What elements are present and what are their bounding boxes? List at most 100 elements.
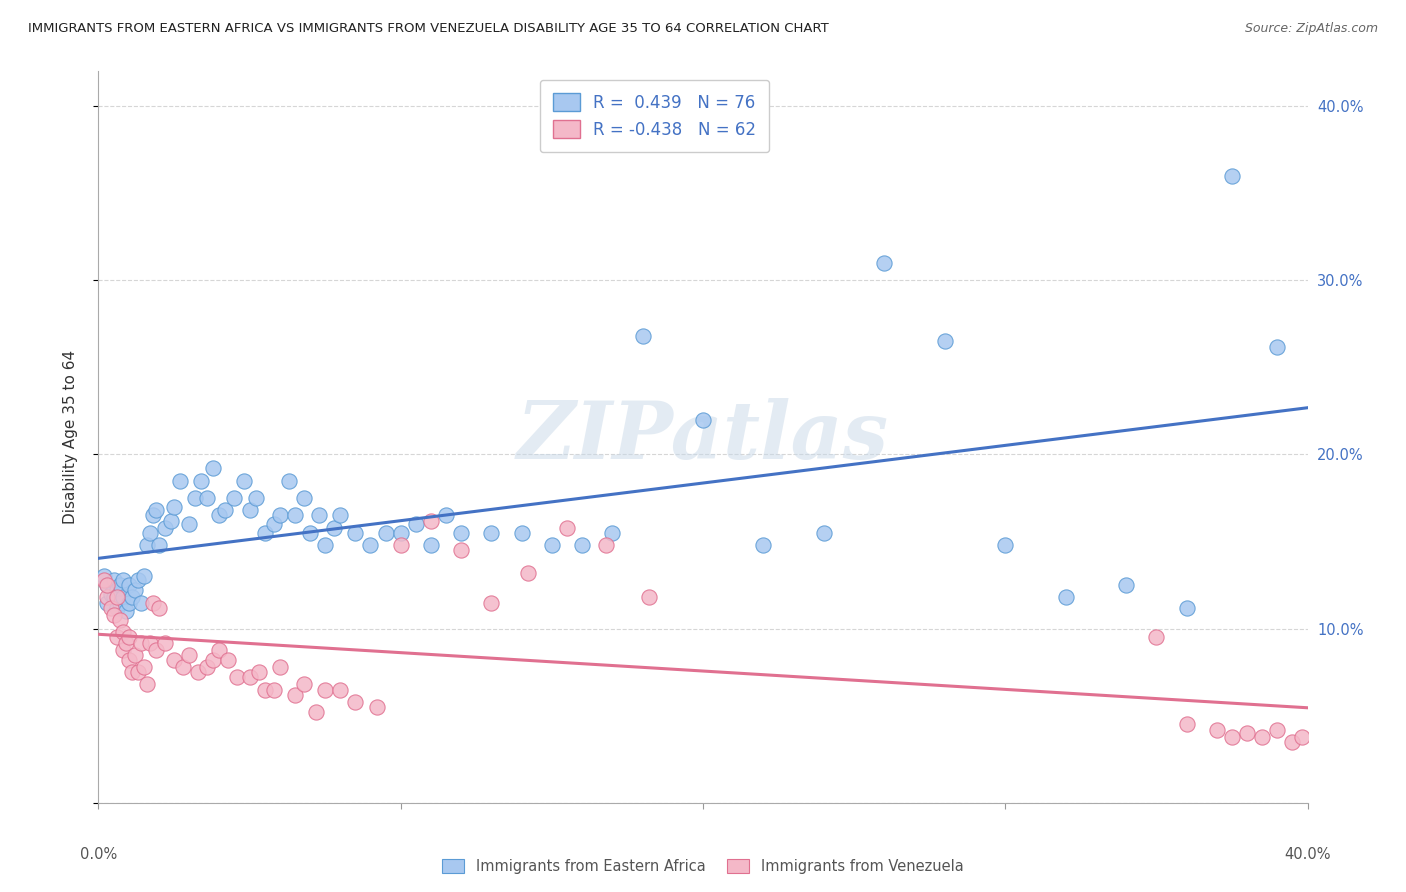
- Point: [284, 688, 307, 702]
- Point: [121, 665, 143, 680]
- Point: [187, 665, 209, 680]
- Point: [292, 491, 315, 505]
- Point: [360, 538, 382, 552]
- Point: [595, 538, 617, 552]
- Point: [163, 653, 186, 667]
- Point: [420, 514, 443, 528]
- Point: [145, 503, 167, 517]
- Point: [105, 583, 128, 598]
- Point: [139, 525, 162, 540]
- Point: [96, 591, 118, 605]
- Point: [1175, 600, 1198, 615]
- Point: [277, 474, 299, 488]
- Point: [111, 573, 134, 587]
- Point: [214, 503, 236, 517]
- Point: [434, 508, 457, 523]
- Point: [374, 525, 396, 540]
- Point: [93, 573, 115, 587]
- Point: [132, 569, 155, 583]
- Point: [135, 677, 157, 691]
- Point: [226, 670, 249, 684]
- Point: [105, 591, 128, 605]
- Point: [118, 631, 141, 645]
- Point: [247, 665, 270, 680]
- Point: [263, 517, 285, 532]
- Point: [269, 508, 291, 523]
- Point: [329, 682, 352, 697]
- Point: [450, 525, 472, 540]
- Point: [344, 525, 367, 540]
- Point: [366, 700, 388, 714]
- Point: [105, 600, 128, 615]
- Point: [169, 474, 191, 488]
- Point: [555, 521, 578, 535]
- Text: ZIPatlas: ZIPatlas: [517, 399, 889, 475]
- Point: [420, 538, 443, 552]
- Point: [510, 525, 533, 540]
- Point: [96, 578, 118, 592]
- Point: [127, 573, 149, 587]
- Point: [314, 682, 336, 697]
- Point: [179, 517, 201, 532]
- Point: [129, 595, 152, 609]
- Point: [389, 525, 412, 540]
- Point: [1054, 591, 1077, 605]
- Point: [135, 538, 157, 552]
- Point: [308, 508, 330, 523]
- Point: [934, 334, 956, 349]
- Point: [121, 591, 143, 605]
- Point: [239, 670, 262, 684]
- Point: [314, 538, 336, 552]
- Point: [129, 635, 152, 649]
- Point: [516, 566, 538, 580]
- Point: [245, 491, 267, 505]
- Point: [1220, 730, 1243, 744]
- Point: [692, 412, 714, 426]
- Point: [105, 631, 128, 645]
- Point: [103, 573, 125, 587]
- Point: [305, 705, 328, 719]
- Point: [190, 474, 212, 488]
- Point: [195, 491, 218, 505]
- Point: [239, 503, 262, 517]
- Point: [202, 653, 225, 667]
- Point: [124, 583, 146, 598]
- Point: [118, 653, 141, 667]
- Point: [1115, 578, 1137, 592]
- Legend: Immigrants from Eastern Africa, Immigrants from Venezuela: Immigrants from Eastern Africa, Immigran…: [436, 854, 970, 880]
- Point: [752, 538, 775, 552]
- Point: [389, 538, 412, 552]
- Point: [873, 256, 896, 270]
- Point: [481, 525, 503, 540]
- Point: [184, 491, 207, 505]
- Point: [160, 514, 183, 528]
- Point: [253, 525, 276, 540]
- Point: [118, 578, 141, 592]
- Point: [1220, 169, 1243, 183]
- Point: [93, 569, 115, 583]
- Point: [118, 595, 141, 609]
- Point: [111, 642, 134, 657]
- Point: [153, 521, 176, 535]
- Point: [148, 538, 170, 552]
- Point: [114, 635, 136, 649]
- Point: [114, 604, 136, 618]
- Point: [1291, 730, 1313, 744]
- Point: [344, 695, 367, 709]
- Point: [263, 682, 285, 697]
- Point: [153, 635, 176, 649]
- Point: [108, 578, 131, 592]
- Point: [1144, 631, 1167, 645]
- Point: [540, 538, 562, 552]
- Point: [148, 600, 170, 615]
- Point: [100, 600, 122, 615]
- Point: [994, 538, 1017, 552]
- Point: [139, 635, 162, 649]
- Point: [602, 525, 624, 540]
- Point: [631, 329, 654, 343]
- Point: [224, 491, 246, 505]
- Point: [208, 508, 231, 523]
- Point: [571, 538, 593, 552]
- Point: [142, 595, 165, 609]
- Y-axis label: Disability Age 35 to 64: Disability Age 35 to 64: [63, 350, 77, 524]
